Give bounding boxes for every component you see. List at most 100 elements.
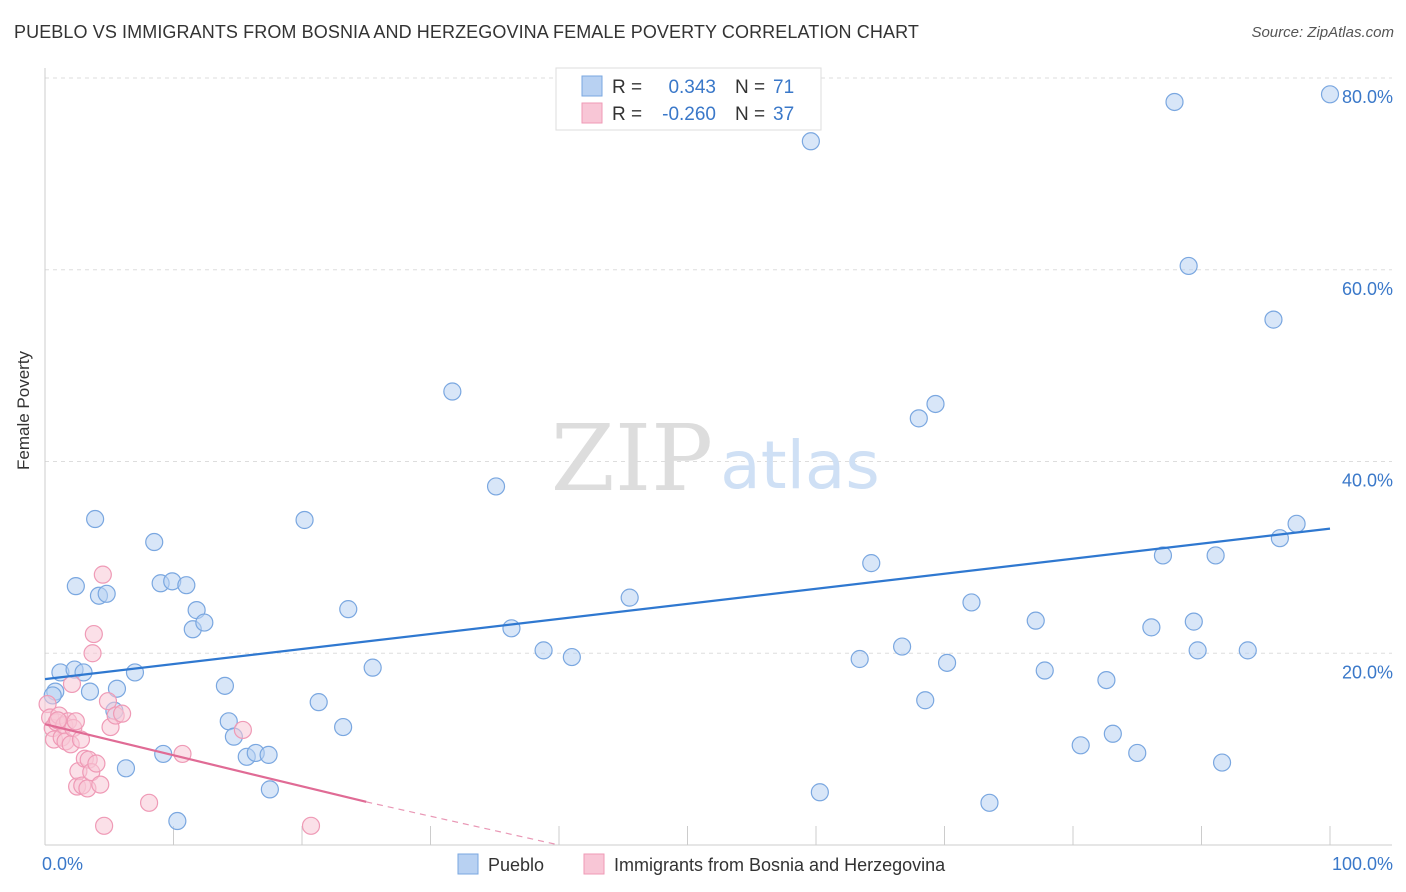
pueblo-point-30 [309, 693, 328, 712]
pueblo-point-58 [1153, 546, 1173, 565]
pueblo-point-65 [1238, 641, 1257, 660]
pueblo-point-33 [363, 658, 382, 677]
watermark: ZIP atlas [551, 405, 880, 512]
pueblo-point-31 [334, 717, 353, 737]
legend-label-pueblo: Pueblo [488, 855, 544, 875]
y-tick-label-3: 80.0% [1342, 87, 1393, 107]
source-label: Source: ZipAtlas.com [1251, 24, 1394, 41]
pueblo-point-3 [66, 577, 85, 596]
pueblo-point-21 [195, 613, 214, 632]
pueblo-point-11 [116, 759, 136, 778]
stats-swatch-pueblo [581, 75, 603, 97]
pueblo-point-57 [1142, 618, 1161, 637]
legend-label-bosnia: Immigrants from Bosnia and Herzegovina [614, 855, 946, 875]
pueblo-point-27 [259, 745, 278, 764]
tick-labels: 20.0% 40.0% 60.0% 80.0% 0.0% 100.0% [42, 87, 1393, 874]
pueblo-point-32 [339, 600, 358, 619]
pueblo-point-69 [1320, 85, 1340, 104]
pueblo-point-62 [1188, 641, 1207, 660]
stats-swatch-bosnia [581, 102, 603, 124]
pueblo-point-12 [125, 663, 145, 682]
pueblo-point-55 [1103, 724, 1122, 743]
pueblo-points [43, 85, 1340, 831]
pueblo-point-13 [145, 532, 164, 552]
pueblo-trend-line [44, 527, 1331, 681]
pueblo-point-50 [980, 793, 999, 812]
pueblo-point-64 [1212, 753, 1232, 772]
bosnia-points [38, 565, 321, 835]
pueblo-point-35 [486, 477, 506, 496]
stats-r-label-1: R = [612, 104, 642, 125]
bosnia-point-13 [66, 712, 85, 731]
bosnia-trend-extension [366, 801, 560, 846]
pueblo-point-36 [502, 619, 521, 638]
pueblo-point-49 [962, 593, 981, 612]
watermark-zip: ZIP [551, 405, 713, 512]
bosnia-trend-line [44, 723, 367, 803]
pueblo-point-48 [937, 653, 957, 672]
pueblo-point-40 [801, 132, 820, 151]
pueblo-point-42 [850, 649, 869, 669]
trend-lines [44, 527, 1331, 846]
bosnia-point-30 [112, 704, 132, 723]
pueblo-point-51 [1026, 611, 1045, 630]
bosnia-point-23 [87, 754, 106, 773]
bosnia-point-24 [91, 775, 110, 794]
pueblo-point-10 [107, 679, 127, 698]
pueblo-point-63 [1206, 546, 1225, 565]
pueblo-point-17 [168, 811, 187, 831]
pueblo-point-61 [1184, 612, 1203, 631]
pueblo-point-66 [1264, 310, 1283, 329]
pueblo-point-47 [926, 394, 945, 414]
bosnia-point-21 [83, 644, 102, 663]
bosnia-point-22 [84, 624, 103, 644]
bosnia-point-33 [233, 720, 252, 740]
pueblo-point-29 [295, 510, 314, 530]
stats-r-value-1: -0.260 [662, 104, 716, 125]
chart-title: PUEBLO VS IMMIGRANTS FROM BOSNIA AND HER… [14, 22, 919, 42]
pueblo-point-46 [916, 691, 935, 710]
stats-r-label-0: R = [612, 77, 642, 98]
pueblo-point-5 [80, 682, 100, 701]
y-tick-label-0: 20.0% [1342, 662, 1393, 682]
pueblo-point-37 [534, 641, 553, 660]
pueblo-point-34 [443, 382, 462, 401]
pueblo-point-39 [620, 588, 639, 607]
pueblo-point-67 [1270, 529, 1289, 548]
pueblo-point-43 [862, 554, 881, 573]
watermark-atlas: atlas [720, 427, 880, 504]
pueblo-point-45 [909, 409, 928, 428]
bosnia-point-11 [62, 674, 82, 694]
bosnia-point-27 [98, 692, 118, 711]
bosnia-point-25 [93, 565, 112, 584]
pueblo-point-22 [215, 676, 234, 695]
axes [44, 68, 1392, 846]
bosnia-point-31 [139, 793, 159, 812]
pueblo-point-38 [562, 647, 581, 667]
pueblo-point-59 [1165, 92, 1184, 112]
pueblo-point-68 [1287, 514, 1306, 533]
pueblo-point-52 [1035, 661, 1054, 680]
legend-swatch-bosnia [583, 853, 605, 875]
bosnia-point-36 [71, 730, 91, 749]
stats-n-value-1: 37 [773, 104, 794, 125]
x-tick-label-0: 0.0% [42, 854, 83, 874]
pueblo-point-53 [1071, 736, 1090, 755]
legend-swatch-pueblo [457, 853, 479, 875]
y-tick-label-2: 60.0% [1342, 279, 1393, 299]
pueblo-point-6 [86, 509, 105, 529]
pueblo-point-4 [74, 663, 93, 682]
bosnia-point-34 [301, 816, 321, 835]
stats-n-label-1: N = [735, 104, 765, 125]
y-tick-label-1: 40.0% [1342, 471, 1393, 491]
pueblo-point-54 [1097, 670, 1116, 690]
pueblo-point-60 [1179, 256, 1198, 276]
pueblo-point-44 [892, 637, 912, 656]
pueblo-point-56 [1128, 743, 1147, 763]
bosnia-point-35 [48, 711, 67, 730]
bottom-legend: Pueblo Immigrants from Bosnia and Herzeg… [457, 853, 946, 875]
stats-n-label-0: N = [735, 77, 765, 98]
x-tick-label-1: 100.0% [1332, 854, 1393, 874]
pueblo-point-8 [97, 584, 116, 603]
